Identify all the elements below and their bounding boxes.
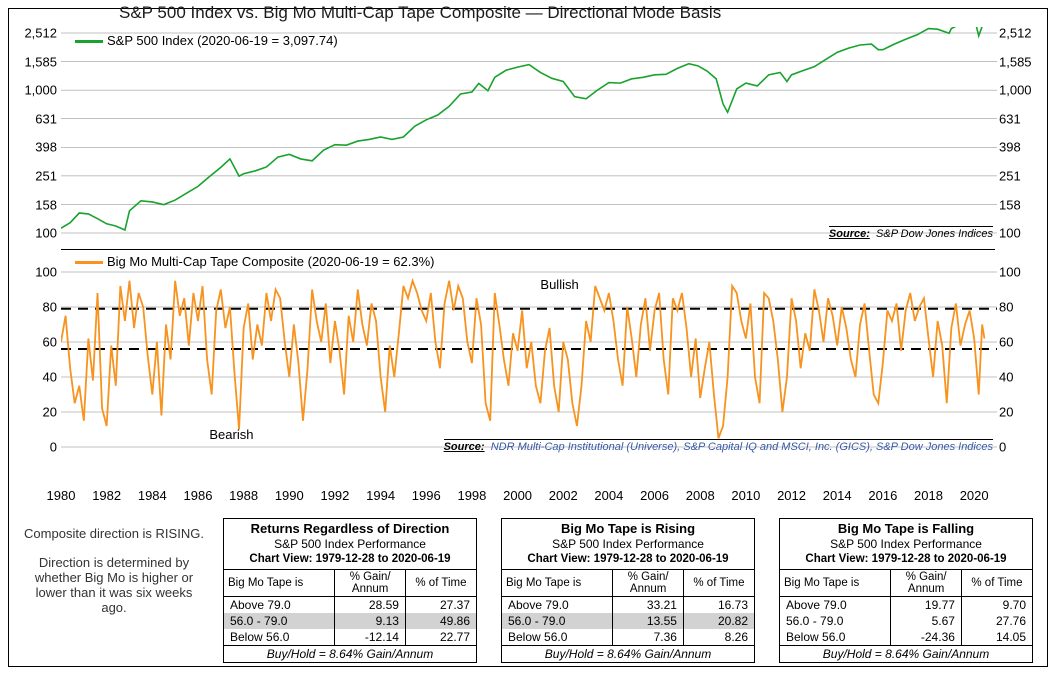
sp500-svg	[61, 27, 997, 239]
source-label-1: Source:	[829, 228, 870, 240]
source-text-1: S&P Dow Jones Indices	[876, 228, 993, 240]
chart-title: S&P 500 Index vs. Big Mo Multi-Cap Tape …	[119, 3, 721, 23]
source-text-2: NDR Multi-Cap Institutional (Universe), …	[491, 441, 993, 453]
chart-container: S&P 500 Index vs. Big Mo Multi-Cap Tape …	[8, 8, 1048, 667]
legend-swatch-1	[75, 40, 103, 43]
perf-table: Returns Regardless of Direction S&P 500 …	[223, 518, 477, 663]
bottom-region: Composite direction is RISING. Direction…	[9, 506, 1047, 666]
perf-table: Big Mo Tape is Rising S&P 500 Index Perf…	[501, 518, 755, 663]
legend-label-1: S&P 500 Index (2020-06-19 = 3,097.74)	[107, 33, 338, 48]
composite-panel: 020406080100 020406080100 Big Mo Multi-C…	[61, 249, 995, 454]
source-label-2: Source:	[444, 441, 485, 453]
bearish-label: Bearish	[209, 427, 253, 442]
x-axis: 1980198219841986198819901992199419961998…	[61, 488, 995, 506]
source-1: Source: S&P Dow Jones Indices	[829, 226, 993, 240]
bullish-label: Bullish	[540, 277, 578, 292]
composite-svg	[61, 250, 997, 455]
note-line-1: Composite direction is RISING.	[23, 526, 205, 541]
direction-note: Composite direction is RISING. Direction…	[23, 518, 205, 615]
legend-swatch-2	[75, 261, 103, 264]
legend-2: Big Mo Multi-Cap Tape Composite (2020-06…	[75, 254, 434, 269]
legend-1: S&P 500 Index (2020-06-19 = 3,097.74)	[75, 33, 338, 48]
tables-row: Returns Regardless of Direction S&P 500 …	[223, 518, 1033, 663]
perf-table: Big Mo Tape is Falling S&P 500 Index Per…	[779, 518, 1033, 663]
note-line-2: Direction is determined by whether Big M…	[23, 555, 205, 615]
legend-label-2: Big Mo Multi-Cap Tape Composite (2020-06…	[107, 254, 434, 269]
chart-stack: 1001582513986311,0001,5852,512 100158251…	[61, 27, 995, 487]
sp500-panel: 1001582513986311,0001,5852,512 100158251…	[61, 27, 995, 239]
source-2: Source: NDR Multi-Cap Institutional (Uni…	[444, 439, 993, 453]
